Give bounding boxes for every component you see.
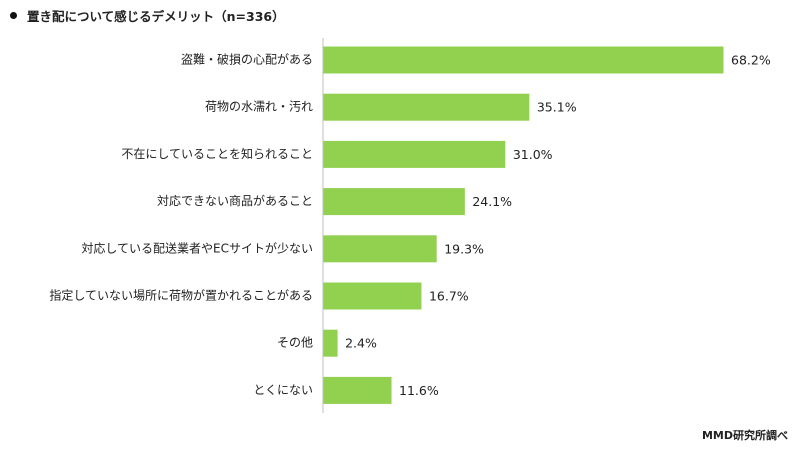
chart-title: 置き配について感じるデメリット（n=336）	[27, 9, 285, 24]
bullet-icon	[10, 12, 17, 19]
data-label: 35.1%	[537, 100, 577, 115]
category-label: 盗難・破損の心配がある	[181, 52, 313, 67]
category-label: 荷物の水濡れ・汚れ	[205, 100, 313, 114]
category-label: 指定していない場所に荷物が置かれることがある	[49, 288, 313, 303]
data-label: 16.7%	[429, 289, 469, 304]
bar	[323, 282, 422, 310]
data-label: 68.2%	[731, 53, 771, 68]
bar	[323, 329, 338, 357]
bar	[323, 46, 724, 74]
bar	[323, 188, 465, 216]
chart-title-row: 置き配について感じるデメリット（n=336）	[10, 6, 285, 25]
bar	[323, 140, 506, 168]
data-label: 19.3%	[444, 241, 484, 256]
data-label: 11.6%	[399, 383, 439, 398]
data-label: 24.1%	[472, 194, 512, 209]
bar	[323, 376, 392, 404]
source-credit: MMD研究所調べ	[701, 429, 788, 442]
category-label: とくにない	[253, 383, 313, 397]
data-label: 2.4%	[345, 336, 377, 351]
data-label: 31.0%	[513, 147, 553, 162]
bar	[323, 93, 530, 121]
category-label: 不在にしていることを知られること	[121, 147, 313, 161]
category-label: 対応している配送業者やECサイトが少ない	[81, 240, 313, 255]
category-label: 対応できない商品があること	[157, 193, 313, 208]
bar	[323, 235, 437, 263]
category-label: その他	[277, 336, 313, 350]
